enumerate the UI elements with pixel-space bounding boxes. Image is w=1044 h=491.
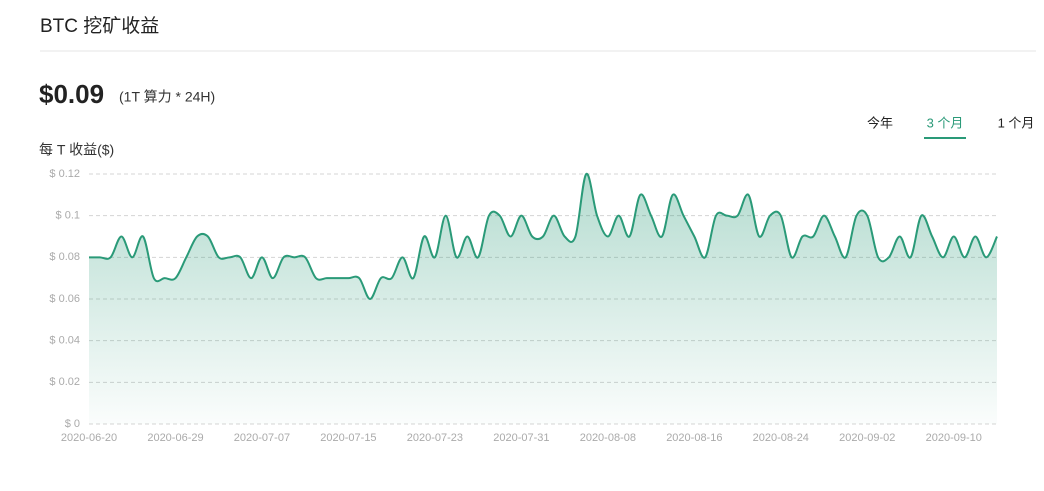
- range-tab[interactable]: 1 个月: [998, 115, 1035, 130]
- x-tick-label: 2020-09-10: [926, 432, 982, 444]
- y-tick-label: $ 0: [65, 418, 80, 430]
- page-title: BTC 挖矿收益: [40, 15, 159, 37]
- price: $0.09: [39, 79, 104, 109]
- x-tick-label: 2020-06-29: [147, 432, 203, 444]
- y-tick-label: $ 0.04: [49, 335, 80, 347]
- range-tab[interactable]: 今年: [867, 115, 893, 130]
- y-tick-label: $ 0.06: [49, 293, 80, 305]
- y-tick-label: $ 0.02: [49, 376, 80, 388]
- x-tick-label: 2020-08-08: [580, 432, 636, 444]
- area: [89, 173, 997, 424]
- x-tick-label: 2020-08-24: [753, 432, 809, 444]
- x-tick-label: 2020-08-16: [666, 432, 722, 444]
- price-note: (1T 算力 * 24H): [119, 89, 215, 105]
- x-tick-label: 2020-07-15: [320, 432, 376, 444]
- y-axis-label: 每 T 收益($): [39, 142, 114, 158]
- x-tick-label: 2020-09-02: [839, 432, 895, 444]
- x-tick-label: 2020-07-23: [407, 432, 463, 444]
- y-tick-label: $ 0.1: [56, 210, 80, 222]
- x-tick-label: 2020-07-31: [493, 432, 549, 444]
- line: [89, 172, 998, 301]
- y-tick-label: $ 0.08: [49, 251, 80, 263]
- x-tick-label: 2020-06-20: [61, 432, 117, 444]
- y-tick-label: $ 0.12: [49, 168, 80, 180]
- range-tab[interactable]: 3 个月: [927, 115, 964, 130]
- x-tick-label: 2020-07-07: [234, 432, 290, 444]
